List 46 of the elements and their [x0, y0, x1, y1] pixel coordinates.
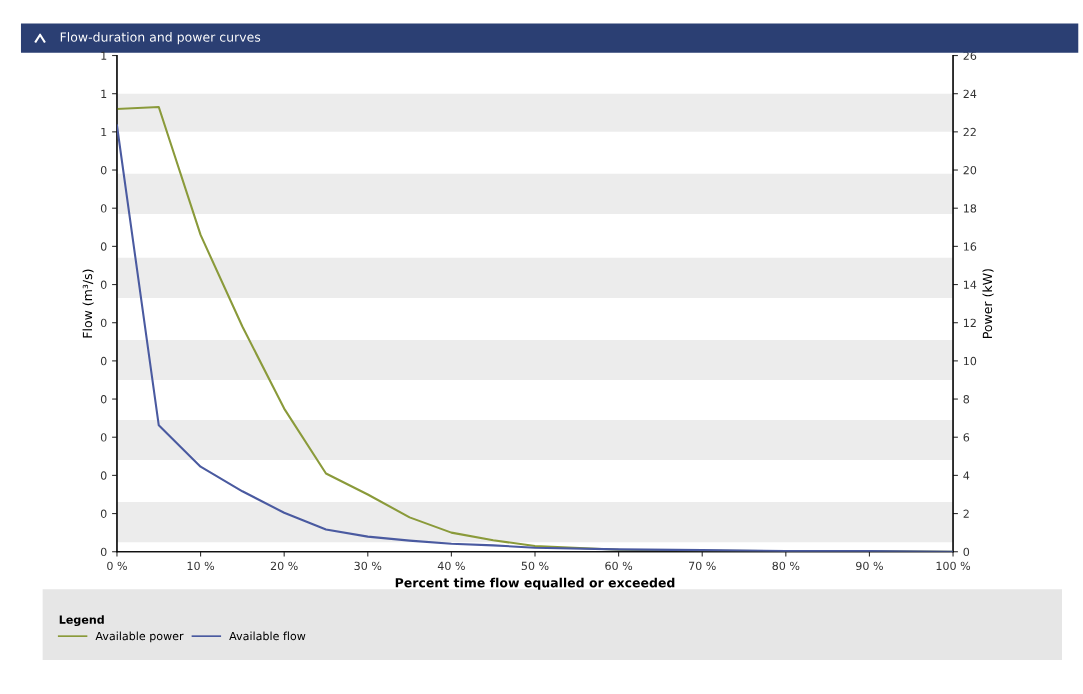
y-tick-label: 0	[100, 471, 107, 480]
y2-tick-label: 22	[963, 127, 976, 137]
chart-title: Flow-duration and power curves	[60, 32, 261, 45]
x-tick-label: 40 %	[437, 561, 465, 571]
y2-tick-label: 14	[963, 280, 977, 289]
y2-tick-label: 18	[963, 204, 977, 213]
y2-tick-label: 24	[963, 89, 977, 98]
y-tick-label: 0	[100, 547, 107, 557]
y-tick-label: 0	[100, 356, 107, 366]
y2-tick-label: 0	[963, 547, 970, 557]
x-tick-label: 100 %	[936, 561, 971, 571]
y2-tick-label: 8	[963, 395, 970, 404]
y-tick-label: 1	[101, 51, 107, 60]
y-tick-label: 0	[100, 204, 107, 213]
y-tick-label: 0	[100, 318, 107, 328]
legend-label: Available flow	[229, 631, 306, 641]
x-tick-label: 90 %	[856, 561, 883, 571]
y2-tick-label: 6	[963, 433, 970, 442]
y-tick-label: 0	[100, 242, 107, 251]
y2-tick-label: 16	[963, 242, 977, 251]
x-tick-label: 70 %	[689, 561, 716, 571]
y2-axis-title: Power (kW)	[982, 269, 994, 338]
y-tick-label: 1	[101, 89, 107, 98]
y-tick-label: 0	[100, 166, 107, 175]
y-axis-title: Flow (m³/s)	[82, 269, 94, 338]
y-tick-label: 0	[100, 433, 107, 442]
x-tick-label: 60 %	[605, 561, 633, 571]
y2-tick-label: 10	[963, 356, 977, 366]
y-tick-label: 0	[100, 395, 107, 404]
x-tick-label: 80 %	[772, 561, 800, 571]
x-tick-label: 30 %	[354, 561, 382, 571]
y2-tick-label: 12	[963, 318, 976, 327]
y-tick-label: 0	[100, 280, 107, 289]
y2-tick-label: 2	[963, 509, 969, 518]
y2-tick-label: 20	[963, 166, 977, 175]
y2-tick-label: 4	[963, 471, 970, 480]
y-tick-label: 0	[100, 509, 107, 518]
legend-title: Legend	[59, 615, 104, 627]
x-axis-title: Percent time flow equalled or exceeded	[395, 577, 675, 590]
legend-label: Available power	[95, 631, 184, 643]
x-tick-label: 0 %	[107, 561, 127, 571]
x-tick-label: 50 %	[521, 561, 549, 571]
y-tick-label: 1	[101, 127, 107, 137]
x-tick-label: 20 %	[270, 561, 298, 571]
y2-tick-label: 26	[963, 51, 977, 60]
x-tick-label: 10 %	[187, 561, 215, 571]
